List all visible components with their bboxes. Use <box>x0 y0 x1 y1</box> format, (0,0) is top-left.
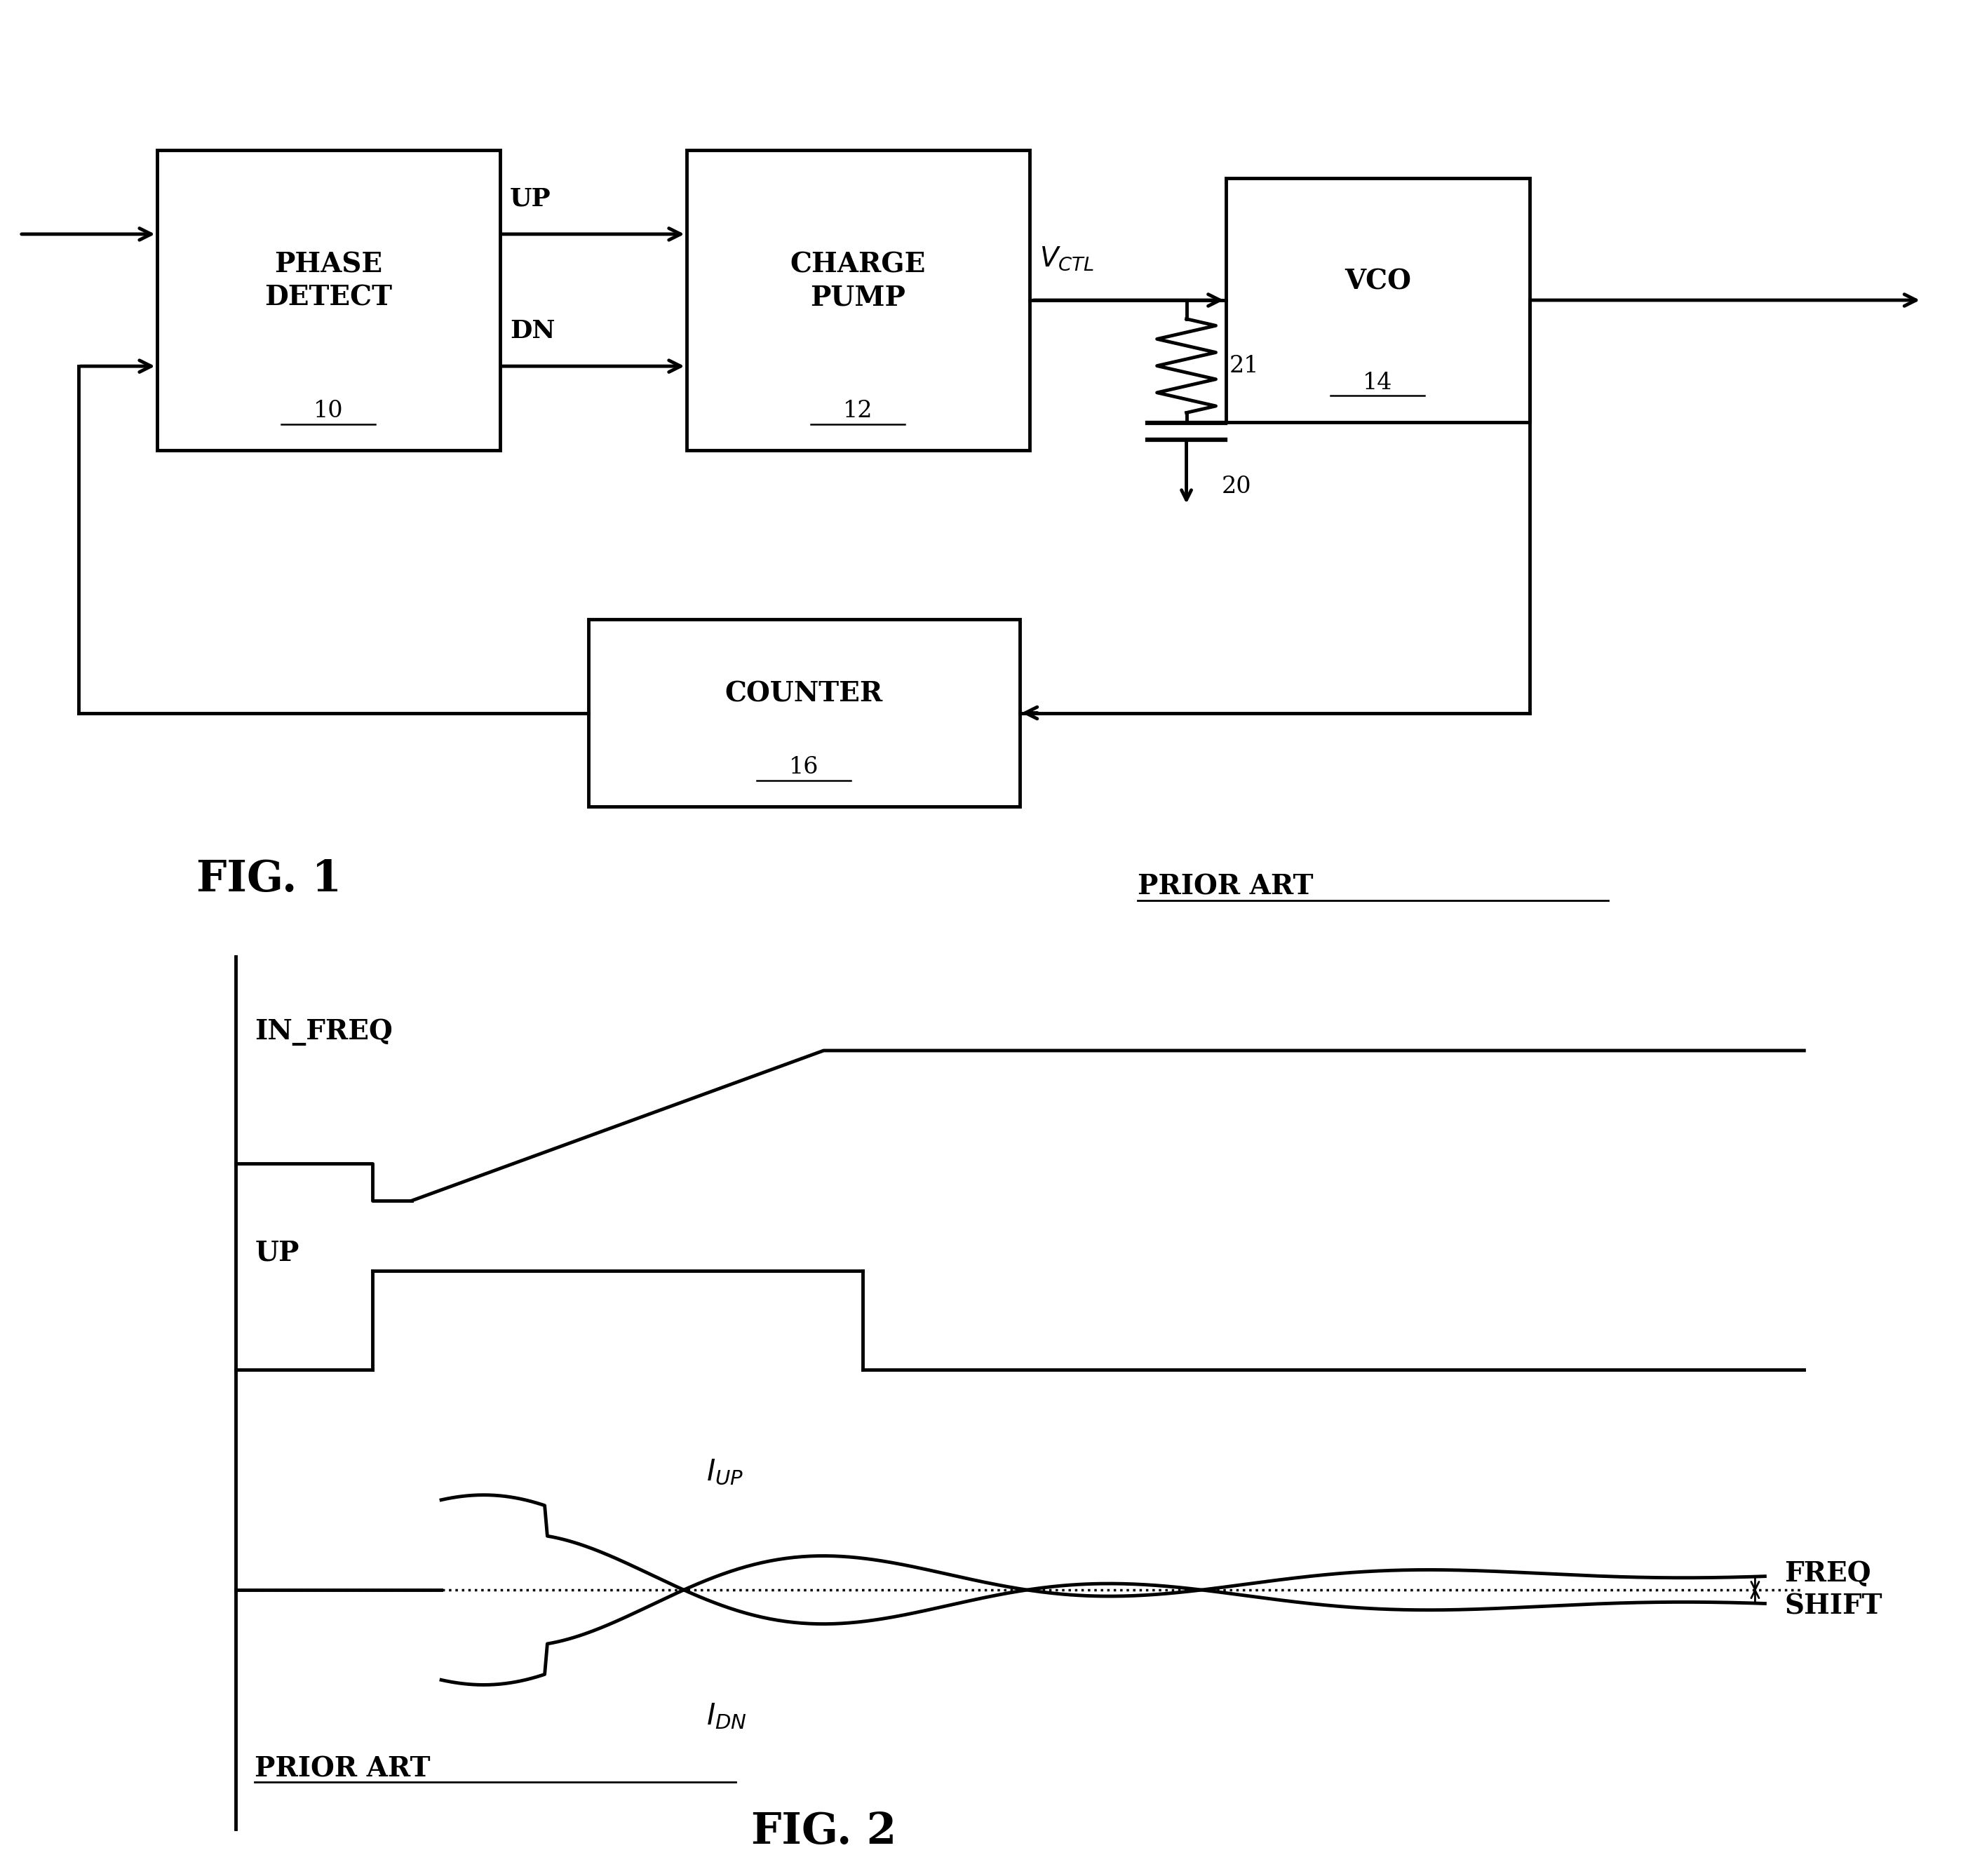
Text: 14: 14 <box>1363 371 1392 394</box>
Text: PRIOR ART: PRIOR ART <box>255 1756 431 1782</box>
Text: $V_{CTL}$: $V_{CTL}$ <box>1039 246 1094 272</box>
Text: UP: UP <box>510 188 551 210</box>
Text: CHARGE
PUMP: CHARGE PUMP <box>790 251 926 311</box>
Text: COUNTER: COUNTER <box>726 681 882 707</box>
Text: FREQ
SHIFT: FREQ SHIFT <box>1785 1561 1883 1619</box>
Text: VCO: VCO <box>1345 268 1410 295</box>
Text: DN: DN <box>510 319 555 343</box>
Bar <box>1226 178 1530 422</box>
Text: 12: 12 <box>843 400 873 422</box>
Text: FIG. 1: FIG. 1 <box>196 859 341 900</box>
Text: 20: 20 <box>1222 477 1251 497</box>
Bar <box>686 150 1030 450</box>
Text: 16: 16 <box>788 756 820 779</box>
Text: $I_{UP}$: $I_{UP}$ <box>706 1458 743 1486</box>
Bar <box>157 150 500 450</box>
Text: PHASE
DETECT: PHASE DETECT <box>265 251 392 311</box>
Text: FIG. 2: FIG. 2 <box>751 1810 896 1853</box>
Text: PRIOR ART: PRIOR ART <box>1137 874 1314 900</box>
Text: 10: 10 <box>314 400 343 422</box>
Text: IN_FREQ: IN_FREQ <box>255 1019 392 1047</box>
Text: UP: UP <box>255 1240 300 1266</box>
Text: 21: 21 <box>1230 355 1259 377</box>
Text: $I_{DN}$: $I_{DN}$ <box>706 1702 747 1730</box>
Bar <box>588 619 1020 807</box>
